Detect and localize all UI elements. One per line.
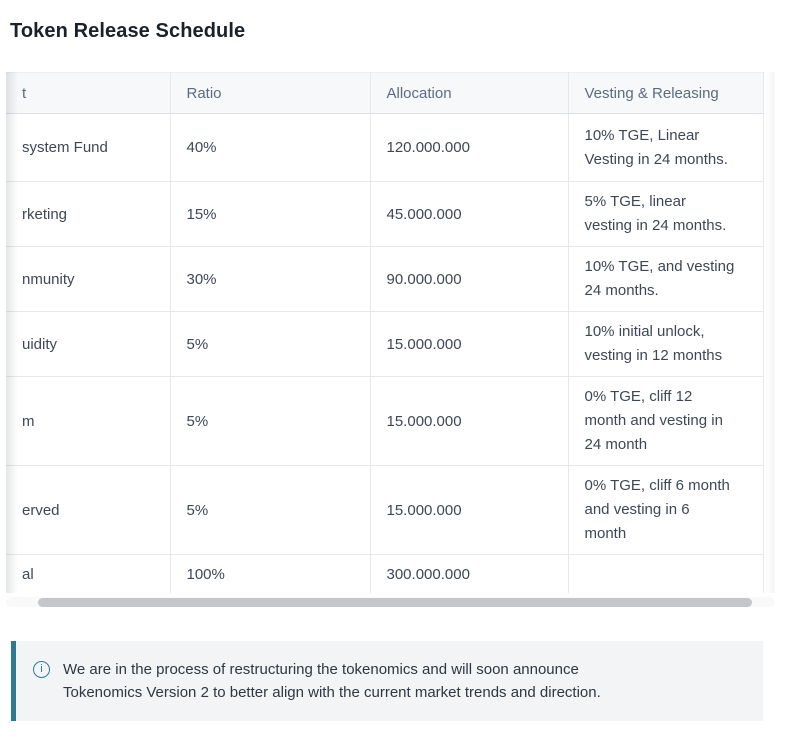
- cell-vesting: 5% TGE, linear vesting in 24 months.: [568, 181, 764, 247]
- notice-line: Tokenomics Version 2 to better align wit…: [63, 684, 601, 701]
- table-row: rketing 15% 45.000.000 5% TGE, linear ve…: [6, 181, 764, 247]
- cell-ratio: 15%: [170, 181, 371, 247]
- vesting-line: 0% TGE, cliff 12: [584, 388, 693, 405]
- cell-ratio: 30%: [170, 246, 371, 312]
- table-row: uidity 5% 15.000.000 10% initial unlock,…: [6, 311, 764, 377]
- cell-item: uidity: [6, 311, 171, 377]
- cell-vesting: 0% TGE, cliff 6 month and vesting in 6 m…: [568, 465, 764, 555]
- cell-ratio: 5%: [170, 311, 371, 377]
- vesting-line: month and vesting in: [584, 412, 723, 429]
- horizontal-scrollbar-thumb[interactable]: [38, 597, 752, 607]
- column-header-allocation: Allocation: [370, 72, 569, 114]
- vesting-line: 10% initial unlock,: [584, 323, 705, 340]
- table-row: nmunity 30% 90.000.000 10% TGE, and vest…: [6, 246, 764, 312]
- cell-item: nmunity: [6, 246, 171, 312]
- page-title: Token Release Schedule: [10, 20, 246, 42]
- cell-vesting: 10% initial unlock, vesting in 12 months: [568, 311, 764, 377]
- cell-item: m: [6, 376, 171, 466]
- cell-allocation: 300.000.000: [370, 554, 569, 593]
- vesting-line: 5% TGE, linear: [584, 193, 686, 210]
- cell-item: system Fund: [6, 113, 171, 182]
- cell-allocation: 120.000.000: [370, 113, 569, 182]
- column-header-item-clipped: t: [6, 72, 171, 114]
- cell-vesting: 0% TGE, cliff 12 month and vesting in 24…: [568, 376, 764, 466]
- cell-allocation: 15.000.000: [370, 465, 569, 555]
- vesting-line: and vesting in 6: [584, 501, 690, 518]
- table-row-total: al 100% 300.000.000: [6, 554, 764, 593]
- horizontal-scrollbar-track[interactable]: [6, 597, 775, 607]
- table-header-row: t Ratio Allocation Vesting & Releasing: [6, 72, 764, 114]
- table-row: erved 5% 15.000.000 0% TGE, cliff 6 mont…: [6, 465, 764, 555]
- notice-line: We are in the process of restructuring t…: [63, 661, 579, 678]
- info-circle-icon: i: [33, 661, 50, 678]
- table-row: system Fund 40% 120.000.000 10% TGE, Lin…: [6, 113, 764, 182]
- column-header-ratio: Ratio: [170, 72, 371, 114]
- cell-item: al: [6, 554, 171, 593]
- cell-allocation: 15.000.000: [370, 376, 569, 466]
- vesting-line: vesting in 24 months.: [584, 217, 727, 234]
- vesting-line: 10% TGE, and vesting: [584, 258, 735, 275]
- cell-ratio: 5%: [170, 376, 371, 466]
- vesting-line: 0% TGE, cliff 6 month: [584, 477, 730, 494]
- cell-item: erved: [6, 465, 171, 555]
- vesting-line: Vesting in 24 months.: [584, 150, 728, 168]
- vesting-line: vesting in 12 months: [584, 347, 723, 364]
- table-row: m 5% 15.000.000 0% TGE, cliff 12 month a…: [6, 376, 764, 466]
- cell-ratio: 5%: [170, 465, 371, 555]
- token-release-table: t Ratio Allocation Vesting & Releasing s…: [6, 72, 764, 593]
- vesting-line: month: [584, 525, 627, 542]
- cell-vesting: 10% TGE, Linear Vesting in 24 months.: [568, 113, 764, 182]
- cell-allocation: 90.000.000: [370, 246, 569, 312]
- vesting-line: 24 month: [584, 436, 648, 453]
- cell-vesting-empty: [568, 554, 764, 593]
- right-scroll-shadow: [765, 72, 775, 593]
- notice-text: We are in the process of restructuring t…: [63, 658, 601, 704]
- vesting-line: 10% TGE, Linear: [584, 126, 700, 144]
- cell-vesting: 10% TGE, and vesting 24 months.: [568, 246, 764, 312]
- cell-ratio: 40%: [170, 113, 371, 182]
- tokenomics-notice-callout: i We are in the process of restructuring…: [11, 641, 763, 721]
- cell-allocation: 45.000.000: [370, 181, 569, 247]
- token-release-table-scroll-container[interactable]: t Ratio Allocation Vesting & Releasing s…: [6, 72, 775, 593]
- cell-ratio: 100%: [170, 554, 371, 593]
- column-header-vesting: Vesting & Releasing: [568, 72, 764, 114]
- cell-allocation: 15.000.000: [370, 311, 569, 377]
- vesting-line: 24 months.: [584, 282, 659, 299]
- cell-item: rketing: [6, 181, 171, 247]
